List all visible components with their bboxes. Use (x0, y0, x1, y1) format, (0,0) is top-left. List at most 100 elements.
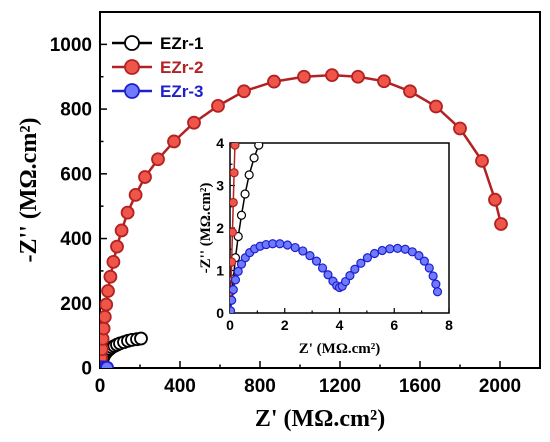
inset-point-ezr-3 (323, 270, 333, 280)
inset-point-ezr-3 (282, 240, 293, 250)
inset-point-ezr-3 (407, 247, 417, 257)
legend-marker-ezr-2 (124, 59, 140, 75)
legend-marker-ezr-1 (124, 35, 140, 51)
inset-point-ezr-3 (431, 279, 441, 289)
main-point-ezr-3 (100, 360, 114, 368)
main-point-ezr-2 (453, 121, 467, 136)
inset-point-ezr-3 (317, 263, 328, 273)
main-point-ezr-2 (101, 284, 115, 298)
main-point-ezr-2 (403, 84, 417, 99)
inset-y-tick-label: 0 (216, 305, 224, 321)
inset-point-ezr-2 (230, 257, 237, 267)
main-y-tick-label: 1000 (50, 35, 92, 56)
main-point-ezr-2 (103, 269, 118, 284)
inset-point-ezr-3 (230, 285, 238, 295)
main-point-ezr-2 (100, 309, 112, 324)
main-point-ezr-2 (351, 69, 365, 84)
main-point-ezr-2 (494, 217, 508, 231)
inset-point-ezr-1 (240, 189, 250, 199)
legend-label-ezr-3: EZr-3 (160, 82, 203, 101)
main-y-tick-label: 0 (81, 359, 92, 380)
inset-point-ezr-3 (290, 242, 300, 253)
main-x-tick-label: 2000 (479, 376, 521, 397)
inset-x-tick-label: 4 (336, 317, 344, 333)
main-axes-frame (99, 11, 541, 369)
inset-y-tick-label: 1 (216, 262, 224, 278)
inset-y-tick-label: 2 (216, 220, 224, 236)
inset-point-ezr-2 (230, 168, 239, 178)
inset-point-ezr-3 (275, 239, 285, 249)
inset-point-ezr-2 (230, 143, 240, 150)
main-point-ezr-2 (151, 152, 165, 167)
main-y-tick-label: 200 (60, 294, 92, 315)
legend-label-ezr-2: EZr-2 (160, 58, 203, 77)
main-point-ezr-2 (267, 74, 281, 89)
inset-y-axis-title: -Z'' (MΩ.cm²) (198, 183, 214, 274)
inset-plot: 0 2 4 6 8 0 1 2 3 4 Z' (MΩ.cm²) -Z'' (MΩ.cm²) (198, 135, 453, 357)
inset-point-ezr-3 (414, 251, 424, 261)
main-point-ezr-1 (134, 331, 148, 346)
main-point-ezr-2 (237, 84, 251, 99)
inset-x-tick-label: 8 (445, 317, 453, 333)
inset-point-ezr-3 (424, 263, 434, 273)
main-point-ezr-2 (110, 239, 124, 254)
inset-point-ezr-3 (298, 246, 308, 256)
inset-point-ezr-2 (230, 227, 238, 237)
inset-series-line-ezr-2 (230, 145, 236, 292)
main-point-ezr-2 (138, 170, 152, 184)
main-x-axis-title: Z' (MΩ.cm²) (255, 406, 385, 432)
inset-point-ezr-1 (244, 170, 254, 180)
inset-y-tick-label: 3 (216, 177, 224, 193)
inset-point-ezr-3 (419, 256, 429, 266)
main-x-tick-label: 0 (95, 376, 106, 397)
main-y-axis-title: -Z'' (MΩ.cm²) (16, 117, 42, 262)
inset-point-ezr-3 (345, 271, 355, 281)
inset-x-tick-label: 6 (390, 317, 398, 333)
main-point-ezr-2 (475, 153, 489, 168)
main-point-ezr-2 (297, 69, 311, 84)
inset-point-ezr-3 (230, 295, 237, 305)
inset-point-ezr-3 (369, 248, 380, 259)
main-y-tick-label: 400 (60, 229, 92, 250)
inset-point-ezr-3 (230, 306, 236, 313)
main-x-tick-label: 800 (244, 376, 276, 397)
inset-point-ezr-1 (254, 143, 264, 150)
main-point-ezr-2 (114, 223, 129, 238)
inset-point-ezr-3 (356, 258, 366, 268)
main-point-ezr-2 (325, 68, 339, 83)
inset-point-ezr-3 (432, 287, 443, 297)
inset-point-ezr-3 (340, 276, 351, 287)
main-x-tick-label: 1600 (399, 376, 441, 397)
inset-axes-frame (229, 142, 450, 314)
inset-point-ezr-3 (305, 251, 315, 261)
inset-point-ezr-3 (385, 244, 395, 254)
main-x-tick-label: 1200 (319, 376, 361, 397)
main-point-ezr-2 (211, 98, 225, 113)
inset-x-axis-title: Z' (MΩ.cm²) (299, 341, 380, 357)
main-point-ezr-2 (120, 205, 135, 220)
inset-point-ezr-3 (233, 266, 243, 276)
main-point-ezr-2 (128, 187, 143, 202)
inset-point-ezr-3 (230, 275, 241, 285)
main-point-ezr-2 (100, 297, 114, 312)
inset-x-tick-label: 2 (281, 317, 289, 333)
main-point-ezr-2 (167, 134, 181, 149)
inset-point-ezr-1 (236, 210, 247, 220)
main-point-ezr-2 (429, 99, 443, 114)
main-point-ezr-2 (377, 74, 391, 89)
inset-point-ezr-3 (392, 243, 403, 253)
legend-label-ezr-1: EZr-1 (160, 34, 203, 53)
inset-point-ezr-2 (230, 197, 238, 208)
main-y-tick-label: 600 (60, 164, 92, 185)
inset-y-tick-label: 4 (216, 135, 224, 151)
inset-point-ezr-3 (311, 256, 322, 266)
inset-point-ezr-3 (350, 264, 360, 274)
legend-marker-ezr-3 (124, 83, 140, 99)
inset-point-ezr-3 (428, 271, 438, 281)
main-x-tick-label: 400 (164, 376, 196, 397)
main-y-tick-label: 800 (60, 100, 92, 121)
inset-x-tick-label: 0 (226, 317, 234, 333)
inset-point-ezr-3 (377, 245, 387, 256)
